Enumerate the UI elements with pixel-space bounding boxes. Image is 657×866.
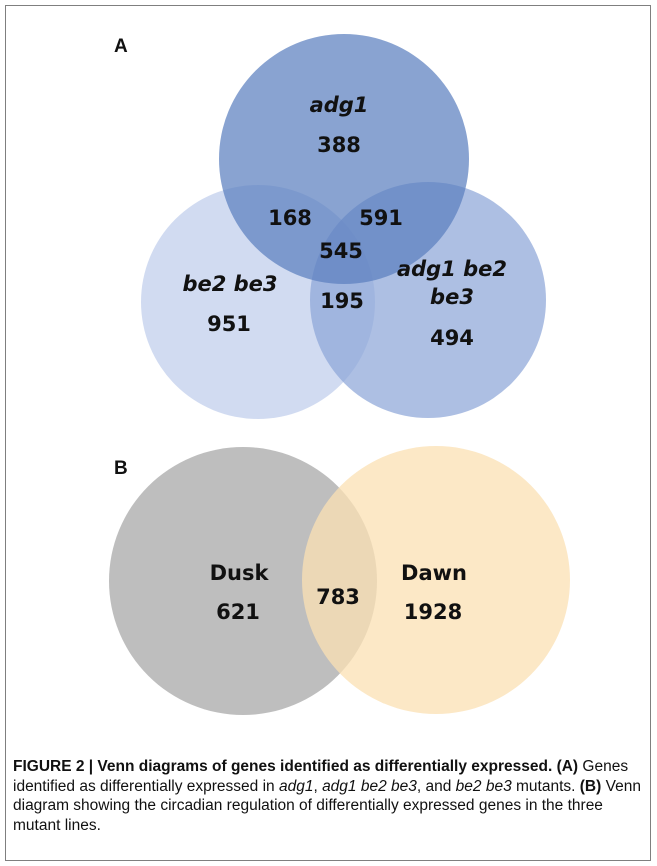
set-value-dawn: 1928 <box>404 600 462 624</box>
caption-gene-be2be3: be2 be3 <box>455 777 512 795</box>
set-label-adg1be2be3-line2: be3 <box>430 285 474 309</box>
caption-separator: , <box>313 777 323 795</box>
caption-panel-b-text: Venn diagram showing the circadian regul… <box>13 777 641 834</box>
intersection-adg1-be2be3: 168 <box>268 206 312 230</box>
set-label-adg1be2be3-line1: adg1 be2 <box>397 257 507 281</box>
caption-title: FIGURE 2 | Venn diagrams of genes identi… <box>13 758 553 775</box>
set-label-dusk: Dusk <box>210 561 270 585</box>
figure-caption: FIGURE 2 | Venn diagrams of genes identi… <box>13 757 643 835</box>
intersection-dusk-dawn: 783 <box>316 585 360 609</box>
panel-b-letter: B <box>114 458 128 479</box>
set-value-adg1: 388 <box>317 133 361 157</box>
venn-diagrams: A adg1 388 be2 be3 951 adg1 be2 be3 494 … <box>109 34 570 715</box>
venn-circle-dusk <box>109 447 377 715</box>
set-label-adg1: adg1 <box>310 93 369 117</box>
caption-panel-a-text: Genes identified as differentially expre… <box>13 758 629 795</box>
venn-circle-dawn <box>302 446 570 714</box>
set-label-be2be3: be2 be3 <box>182 272 277 296</box>
set-value-dusk: 621 <box>216 600 260 624</box>
caption-gene-adg1be2be3: adg1 be2 be3 <box>322 777 417 795</box>
intersection-be2be3-adg1be2be3: 195 <box>320 289 364 313</box>
set-value-adg1be2be3: 494 <box>430 326 474 350</box>
panel-a-letter: A <box>114 36 128 57</box>
caption-panel-a-text-end: mutants. <box>511 777 580 795</box>
caption-panel-b-tag: (B) <box>579 777 602 795</box>
venn-circle-adg1 <box>219 34 469 284</box>
set-value-be2be3: 951 <box>207 312 251 336</box>
caption-panel-a-tag: (A) <box>556 758 579 775</box>
caption-separator: , and <box>416 777 456 795</box>
set-label-dawn: Dawn <box>401 561 467 585</box>
intersection-all-three: 545 <box>319 239 363 263</box>
intersection-adg1-adg1be2be3: 591 <box>359 206 403 230</box>
caption-gene-adg1: adg1 <box>278 777 314 795</box>
